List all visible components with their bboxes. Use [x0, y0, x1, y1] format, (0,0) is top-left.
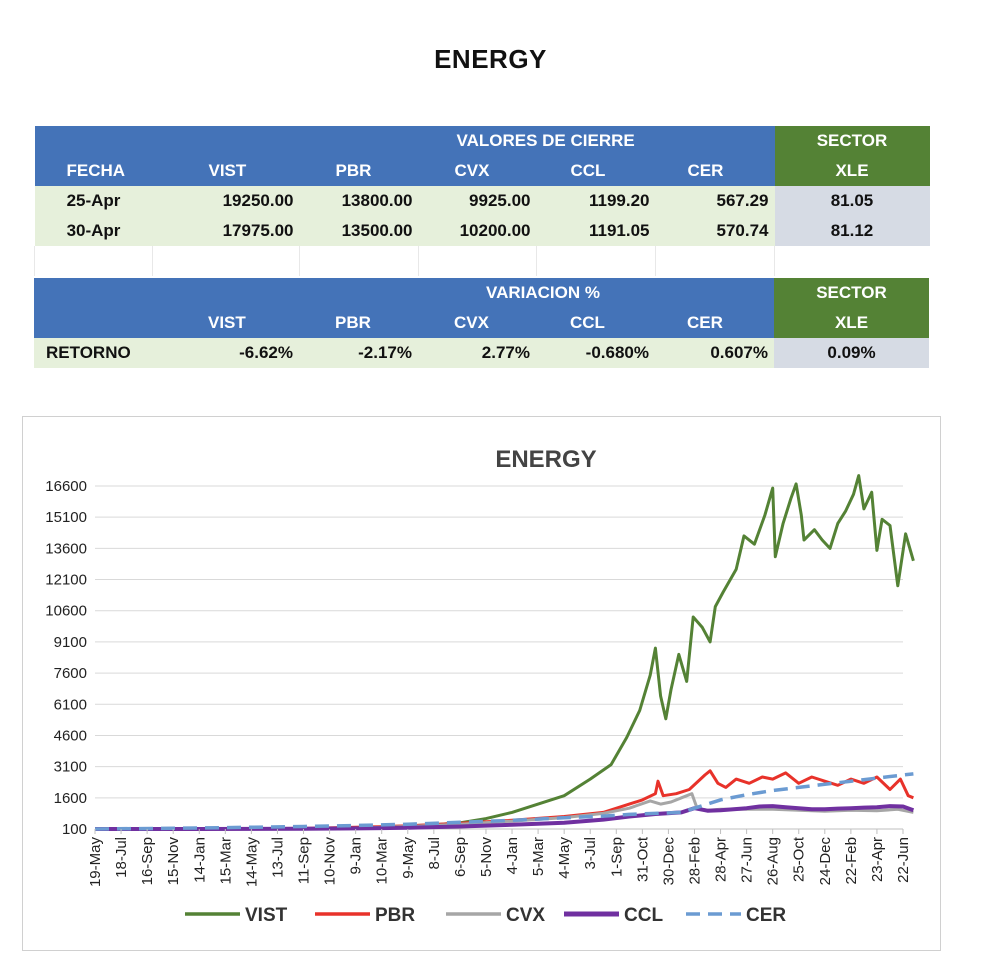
x-tick-label: 3-Jul — [582, 837, 599, 870]
table-row: 30-Apr 17975.00 13500.00 10200.00 1191.0… — [34, 216, 930, 246]
var-col-header-cer: CER — [655, 308, 774, 338]
x-tick-label: 24-Dec — [817, 837, 834, 886]
x-tick-label: 10-Nov — [322, 837, 339, 886]
value-cer: 570.74 — [655, 216, 775, 246]
energy-chart: ENERGY 100 1600 3100 4600 6100 7600 9100 10600 1… — [22, 416, 941, 951]
x-tick-label: 28-Feb — [686, 837, 703, 885]
y-tick-label: 100 — [62, 821, 87, 838]
var-col-header-pbr: PBR — [299, 308, 418, 338]
x-tick-label: 14-Jan — [191, 837, 208, 883]
y-tick-label: 1600 — [54, 790, 87, 807]
value-cvx: 9925.00 — [418, 186, 537, 216]
col-header-pbr: PBR — [299, 156, 419, 186]
var-col-header-ccl: CCL — [536, 308, 655, 338]
row-date: 30-Apr — [34, 216, 153, 246]
legend-label-cer: CER — [746, 905, 786, 926]
x-tick-label: 28-Apr — [713, 837, 730, 882]
x-tick-label: 4-Jan — [504, 837, 521, 875]
y-tick-label: 7600 — [54, 665, 87, 682]
x-tick-label: 15-Nov — [165, 837, 182, 886]
value-xle: 81.12 — [774, 216, 930, 246]
var-col-header-xle: XLE — [774, 308, 929, 338]
chart-title: ENERGY — [495, 446, 596, 473]
variation-group-header: VARIACION % — [418, 278, 655, 308]
x-tick-label: 6-Sep — [452, 837, 469, 877]
value-xle: 81.05 — [774, 186, 930, 216]
x-tick-label: 14-May — [243, 837, 260, 888]
x-tick-label: 4-May — [556, 837, 573, 879]
closing-sector-header: SECTOR — [774, 126, 930, 156]
x-tick-label: 22-Jun — [895, 837, 912, 883]
value-pbr: 13500.00 — [299, 216, 419, 246]
value-cer: 567.29 — [655, 186, 775, 216]
y-tick-label: 13600 — [45, 540, 87, 557]
chart-svg: ENERGY 100 1600 3100 4600 6100 7600 9100 10600 1… — [45, 446, 915, 926]
x-tick-label: 26-Aug — [765, 837, 782, 885]
x-tick-label: 1-Sep — [608, 837, 625, 877]
x-tick-label: 10-Mar — [374, 837, 391, 885]
x-tick-label: 23-Apr — [869, 837, 886, 882]
x-tick-label: 9-Jan — [348, 837, 365, 875]
x-tick-label: 16-Sep — [139, 837, 156, 885]
x-tick-label: 18-Jul — [113, 837, 130, 878]
col-header-cer: CER — [655, 156, 775, 186]
page-title: ENERGY — [434, 44, 547, 74]
x-tick-label: 5-Mar — [530, 837, 547, 876]
row-date: 25-Apr — [34, 186, 153, 216]
col-header-ccl: CCL — [536, 156, 656, 186]
return-cer: 0.607% — [655, 338, 774, 368]
table-row: 25-Apr 19250.00 13800.00 9925.00 1199.20… — [34, 186, 930, 216]
table-row: RETORNO -6.62% -2.17% 2.77% -0.680% 0.60… — [34, 338, 929, 368]
return-xle: 0.09% — [774, 338, 929, 368]
legend-label-ccl: CCL — [624, 905, 663, 926]
value-vist: 17975.00 — [152, 216, 300, 246]
variation-table: VARIACION % SECTOR VIST PBR CVX CCL CER … — [34, 278, 929, 368]
y-tick-label: 9100 — [54, 634, 87, 651]
closing-values-table: VALORES DE CIERRE SECTOR FECHA VIST PBR … — [34, 126, 930, 276]
legend-label-cvx: CVX — [506, 905, 545, 926]
y-tick-label: 15100 — [45, 509, 87, 526]
x-tick-label: 8-Jul — [426, 837, 443, 870]
col-header-xle: XLE — [774, 156, 930, 186]
x-tick-label: 11-Sep — [296, 837, 313, 884]
return-vist: -6.62% — [152, 338, 299, 368]
y-tick-label: 12100 — [45, 572, 87, 589]
x-tick-label: 5-Nov — [478, 837, 495, 878]
series-line-cer — [94, 772, 914, 831]
x-tick-label: 31-Oct — [634, 836, 651, 882]
col-header-fecha: FECHA — [34, 156, 153, 186]
y-tick-label: 16600 — [45, 478, 87, 495]
return-pbr: -2.17% — [299, 338, 418, 368]
row-label: RETORNO — [34, 338, 152, 368]
y-tick-label: 6100 — [54, 696, 87, 713]
value-ccl: 1191.05 — [536, 216, 656, 246]
var-col-header-cvx: CVX — [418, 308, 536, 338]
y-tick-label: 4600 — [54, 727, 87, 744]
x-tick-label: 27-Jun — [739, 837, 756, 883]
col-header-cvx: CVX — [418, 156, 537, 186]
x-tick-label: 22-Feb — [843, 837, 860, 885]
value-ccl: 1199.20 — [536, 186, 656, 216]
return-ccl: -0.680% — [536, 338, 655, 368]
variation-sector-header: SECTOR — [774, 278, 929, 308]
closing-group-header: VALORES DE CIERRE — [418, 126, 656, 156]
value-pbr: 13800.00 — [299, 186, 419, 216]
x-tick-label: 13-Jul — [269, 837, 286, 878]
y-tick-label: 3100 — [54, 759, 87, 776]
col-header-vist: VIST — [152, 156, 300, 186]
x-tick-label: 25-Oct — [791, 836, 808, 882]
value-vist: 19250.00 — [152, 186, 300, 216]
x-tick-label: 9-May — [400, 837, 417, 879]
x-tick-label: 19-May — [87, 837, 104, 888]
legend-label-pbr: PBR — [375, 905, 415, 926]
y-tick-label: 10600 — [45, 603, 87, 620]
legend-label-vist: VIST — [245, 905, 288, 926]
spacer-row — [34, 246, 930, 276]
value-cvx: 10200.00 — [418, 216, 537, 246]
var-col-header-vist: VIST — [152, 308, 299, 338]
x-tick-label: 15-Mar — [217, 837, 234, 885]
series-line-ccl — [95, 804, 915, 831]
x-tick-label: 30-Dec — [660, 837, 677, 886]
return-cvx: 2.77% — [418, 338, 536, 368]
